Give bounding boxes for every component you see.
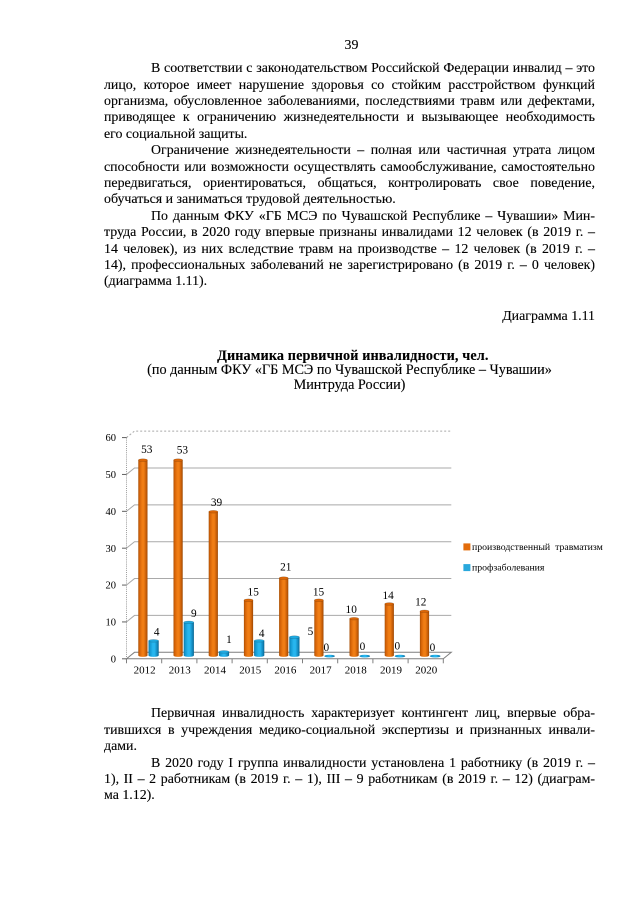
- svg-text:2016: 2016: [274, 665, 297, 677]
- svg-text:4: 4: [259, 628, 265, 640]
- svg-text:4: 4: [154, 627, 160, 639]
- svg-text:2018: 2018: [345, 665, 368, 677]
- svg-text:21: 21: [280, 562, 291, 574]
- svg-text:20: 20: [106, 581, 117, 592]
- svg-text:10: 10: [346, 604, 358, 616]
- svg-text:50: 50: [106, 470, 117, 481]
- svg-text:12: 12: [415, 597, 427, 609]
- svg-text:0: 0: [111, 654, 116, 665]
- svg-text:2012: 2012: [134, 665, 156, 677]
- svg-text:15: 15: [248, 586, 260, 598]
- svg-text:0: 0: [360, 641, 366, 653]
- svg-text:60: 60: [106, 433, 117, 444]
- svg-text:10: 10: [106, 618, 117, 629]
- svg-text:39: 39: [211, 497, 223, 509]
- svg-text:2013: 2013: [169, 665, 192, 677]
- svg-text:2017: 2017: [310, 665, 333, 677]
- svg-text:2015: 2015: [239, 665, 262, 677]
- svg-text:производственный травматизм: производственный травматизм: [472, 542, 603, 553]
- svg-text:1: 1: [226, 634, 232, 646]
- svg-text:0: 0: [394, 641, 400, 653]
- svg-text:0: 0: [323, 642, 329, 654]
- svg-text:40: 40: [106, 507, 117, 518]
- svg-text:0: 0: [430, 642, 436, 654]
- svg-text:14: 14: [382, 590, 394, 602]
- svg-text:2019: 2019: [380, 665, 403, 677]
- svg-text:профзаболевания: профзаболевания: [472, 563, 545, 574]
- svg-text:2014: 2014: [204, 665, 227, 677]
- svg-text:53: 53: [141, 444, 153, 456]
- svg-text:30: 30: [106, 544, 117, 555]
- svg-text:15: 15: [313, 586, 325, 598]
- svg-text:2020: 2020: [415, 665, 438, 677]
- svg-text:5: 5: [308, 626, 314, 638]
- svg-text:9: 9: [191, 608, 197, 620]
- svg-text:53: 53: [177, 444, 189, 456]
